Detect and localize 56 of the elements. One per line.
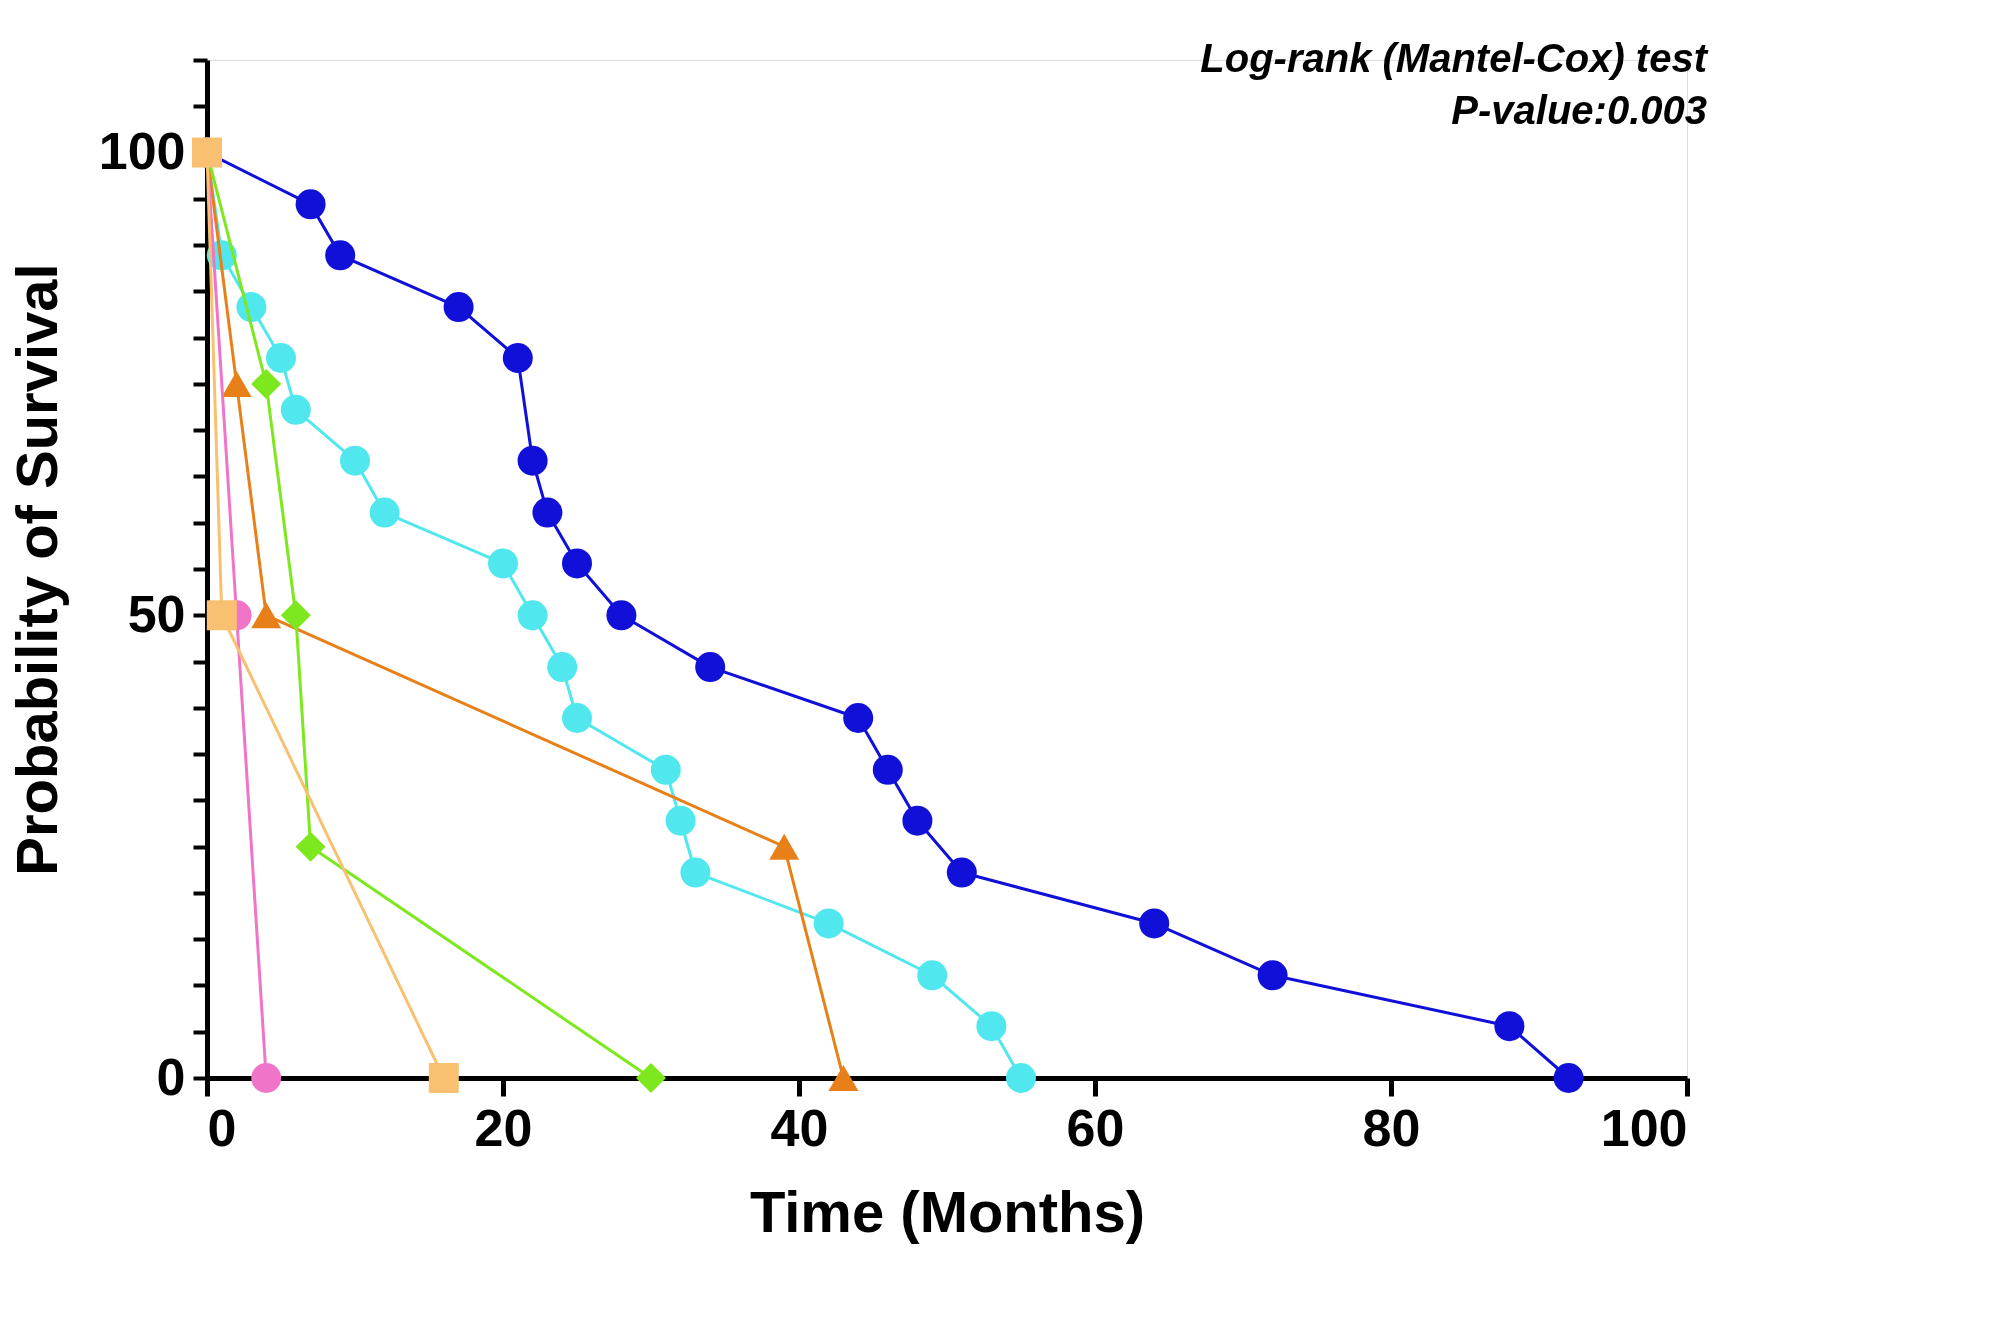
point [251, 368, 282, 399]
point [251, 1063, 282, 1093]
point [650, 754, 681, 785]
point [606, 600, 637, 631]
y-tick-label: 50 [127, 584, 186, 643]
point [828, 1065, 859, 1091]
x-tick-label: 80 [1362, 1098, 1421, 1157]
point [280, 394, 311, 425]
x-tick-label: 40 [770, 1098, 829, 1157]
point [769, 833, 800, 860]
point [843, 703, 874, 733]
point [488, 548, 518, 579]
point [502, 343, 533, 373]
point [562, 703, 592, 733]
x-axis-title: Time (Months) [749, 1178, 1146, 1244]
point [976, 1011, 1007, 1042]
point [680, 857, 711, 888]
point [1494, 1011, 1525, 1042]
point [695, 652, 726, 683]
x-tick-label: 100 [1600, 1098, 1688, 1157]
point [532, 497, 563, 528]
annotation: Log-rank (Mantel-Cox) test [1200, 36, 1709, 80]
point [280, 600, 311, 631]
point [1006, 1063, 1036, 1093]
y-tick-label: 100 [98, 122, 186, 181]
x-tick-label: 60 [1066, 1098, 1125, 1157]
point [266, 343, 296, 373]
point [917, 960, 948, 991]
point [325, 240, 356, 271]
point [340, 445, 370, 476]
point [872, 754, 903, 785]
annotation: P-value:0.003 [1451, 88, 1707, 132]
y-tick-label: 0 [156, 1047, 186, 1106]
point [562, 548, 592, 579]
point [636, 1063, 666, 1093]
point [369, 497, 400, 528]
x-tick-label: 20 [474, 1098, 533, 1157]
point [206, 600, 237, 631]
point [665, 805, 696, 836]
point [251, 602, 282, 629]
point [295, 831, 326, 862]
point [547, 652, 578, 683]
y-axis-title: Probability of Survival [3, 263, 69, 876]
point [295, 189, 326, 220]
x-tick-label: 0 [207, 1098, 237, 1157]
point [1257, 960, 1288, 991]
point [443, 292, 474, 323]
point [946, 857, 977, 888]
point [813, 908, 844, 939]
point [517, 445, 548, 476]
point [1553, 1063, 1584, 1093]
point [221, 370, 252, 397]
point [1139, 908, 1170, 939]
point [902, 805, 933, 836]
point [517, 600, 548, 631]
point [428, 1063, 459, 1093]
